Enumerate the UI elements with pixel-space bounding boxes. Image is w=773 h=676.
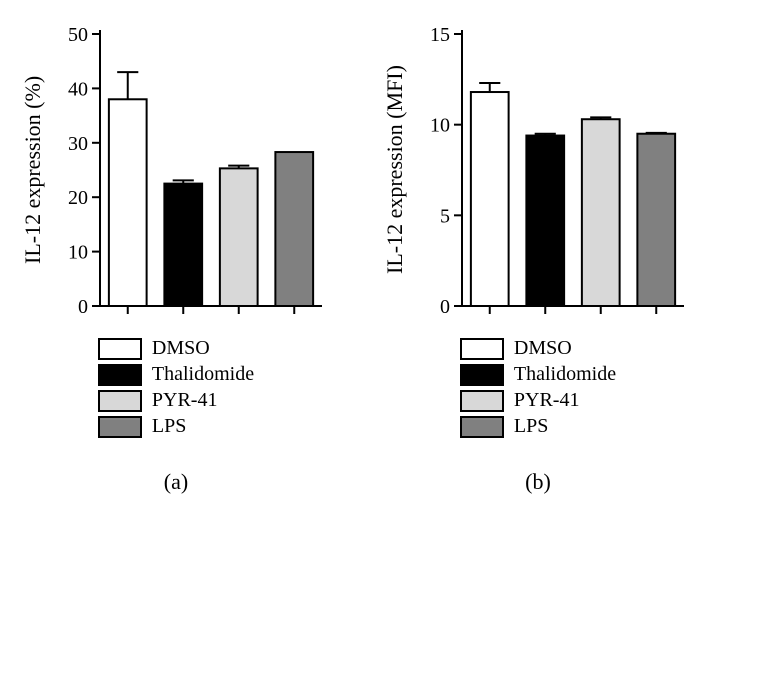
bar xyxy=(471,92,509,306)
svg-text:40: 40 xyxy=(68,78,88,100)
legend-item: Thalidomide xyxy=(460,363,616,386)
legend-label: Thalidomide xyxy=(514,363,616,386)
legend-item: DMSO xyxy=(98,337,254,360)
ylabel-a: IL-12 expression (%) xyxy=(20,20,46,320)
svg-text:10: 10 xyxy=(68,242,88,264)
panel-b: IL-12 expression (MFI) 0 5 10 15 DMSO Thali… xyxy=(382,20,694,495)
legend-swatch xyxy=(460,390,504,412)
svg-text:10: 10 xyxy=(430,115,450,137)
legend-swatch xyxy=(460,364,504,386)
chart-b: 0 5 10 15 xyxy=(414,20,694,320)
legend-item: DMSO xyxy=(460,337,616,360)
bar xyxy=(526,136,564,306)
legend-label: PYR-41 xyxy=(514,389,580,412)
legend-swatch xyxy=(98,416,142,438)
bar xyxy=(220,168,258,306)
bar xyxy=(582,119,620,306)
ylabel-b: IL-12 expression (MFI) xyxy=(382,20,408,320)
bar xyxy=(109,99,147,306)
bar xyxy=(275,152,313,306)
svg-text:0: 0 xyxy=(440,296,450,318)
panel-a: IL-12 expression (%) 0 10 20 30 40 50 DMSO Th… xyxy=(20,20,332,495)
legend-item: LPS xyxy=(460,415,616,438)
legend-swatch xyxy=(98,390,142,412)
figure: IL-12 expression (%) 01020304050 DMSO Th… xyxy=(20,20,753,495)
bar xyxy=(164,184,202,306)
legend-item: LPS xyxy=(98,415,254,438)
svg-text:50: 50 xyxy=(68,24,88,46)
bar xyxy=(637,134,675,306)
legend-label: DMSO xyxy=(152,337,210,360)
chart-a: 0 10 20 30 40 50 xyxy=(52,20,332,320)
subcaption-a: (a) xyxy=(164,469,188,495)
chart-b-wrap: IL-12 expression (MFI) 0 5 10 15 xyxy=(382,20,694,320)
legend-label: PYR-41 xyxy=(152,389,218,412)
legend-a: DMSO Thalidomide PYR-41 LPS xyxy=(98,334,254,441)
legend-swatch xyxy=(460,416,504,438)
legend-label: LPS xyxy=(152,415,186,438)
svg-text:15: 15 xyxy=(430,24,450,46)
svg-text:0: 0 xyxy=(78,296,88,318)
legend-item: PYR-41 xyxy=(98,389,254,412)
svg-text:5: 5 xyxy=(440,205,450,227)
legend-label: Thalidomide xyxy=(152,363,254,386)
legend-item: Thalidomide xyxy=(98,363,254,386)
svg-text:30: 30 xyxy=(68,133,88,155)
chart-a-wrap: IL-12 expression (%) 0 10 20 30 40 50 xyxy=(20,20,332,320)
svg-text:20: 20 xyxy=(68,187,88,209)
legend-b: DMSO Thalidomide PYR-41 LPS xyxy=(460,334,616,441)
subcaption-b: (b) xyxy=(525,469,551,495)
legend-item: PYR-41 xyxy=(460,389,616,412)
legend-label: DMSO xyxy=(514,337,572,360)
legend-label: LPS xyxy=(514,415,548,438)
legend-swatch xyxy=(98,338,142,360)
legend-swatch xyxy=(98,364,142,386)
legend-swatch xyxy=(460,338,504,360)
